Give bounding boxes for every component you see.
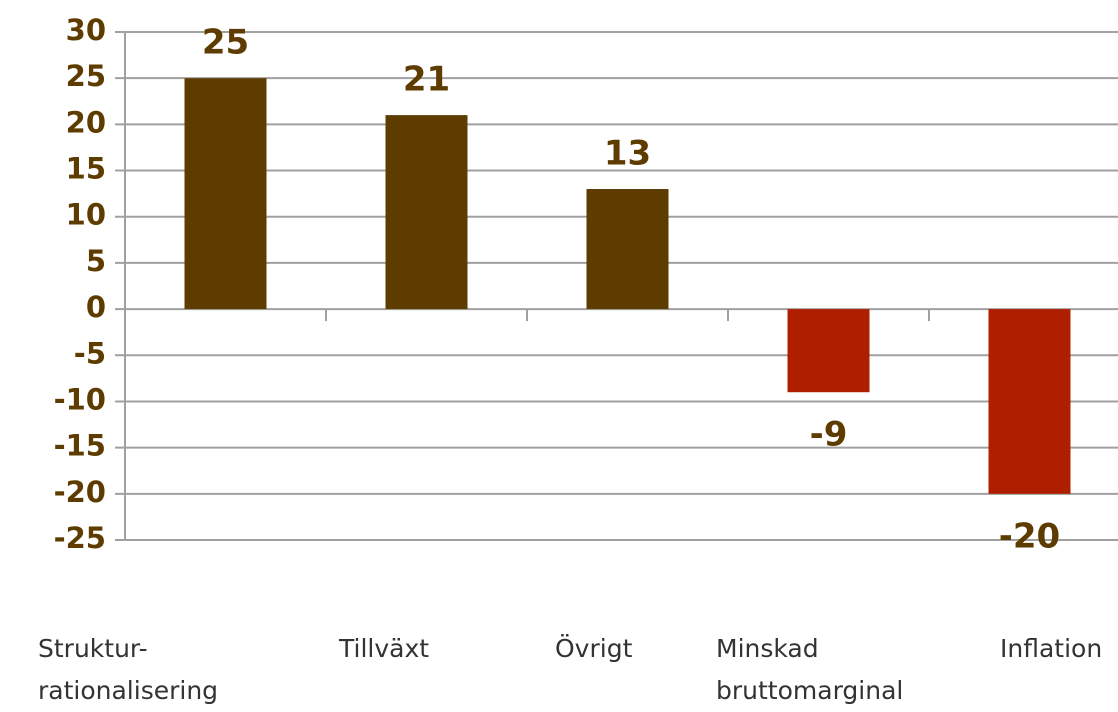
value-label: 21 (403, 60, 450, 100)
x-tick-label: Övrigt (555, 634, 633, 663)
bar (787, 309, 870, 393)
y-tick-label: 15 (66, 152, 106, 186)
bar (385, 115, 468, 310)
y-tick-label: -15 (54, 429, 106, 463)
x-tick-label: Inflation (1000, 634, 1103, 663)
y-tick-label: 5 (86, 244, 106, 278)
y-tick-label: -20 (54, 475, 106, 509)
x-tick-label: Minskad bruttomarginal (716, 634, 904, 705)
value-label: -20 (999, 516, 1060, 556)
y-tick-label: -10 (54, 382, 106, 416)
y-tick-label: 25 (66, 59, 106, 93)
y-tick-label: 20 (66, 105, 106, 139)
y-tick-label: 30 (66, 13, 106, 47)
value-label: 25 (202, 23, 249, 63)
x-tick-label: Tillväxt (339, 634, 430, 663)
bar (988, 309, 1071, 494)
value-label: -9 (810, 415, 848, 455)
y-tick-label: -5 (74, 336, 106, 370)
y-tick-label: -25 (54, 521, 106, 555)
x-tick-label: Struktur- rationalisering (38, 634, 219, 705)
y-tick-label: 10 (66, 198, 106, 232)
bar (586, 189, 669, 310)
bar (184, 78, 267, 310)
value-label: 13 (604, 134, 651, 174)
y-tick-label: 0 (86, 290, 106, 324)
